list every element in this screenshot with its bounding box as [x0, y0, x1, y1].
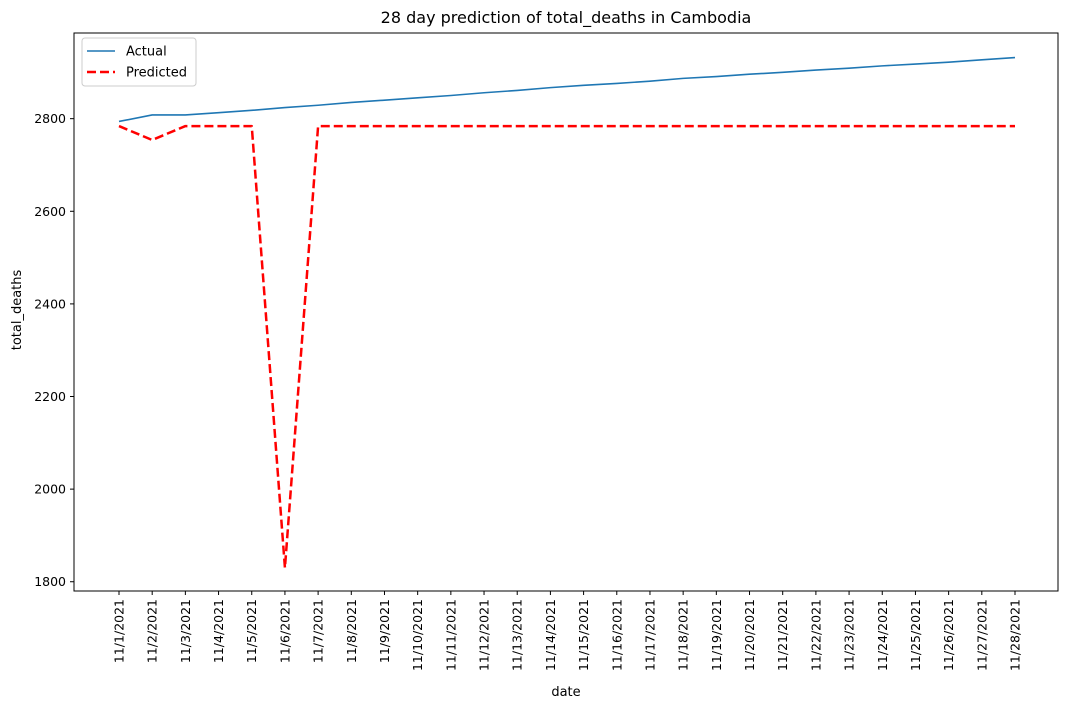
- y-tick-label: 2000: [34, 482, 66, 497]
- x-tick-label: 11/6/2021: [277, 599, 292, 663]
- x-tick-label: 11/14/2021: [543, 599, 558, 671]
- y-tick-label: 2200: [34, 389, 66, 404]
- x-tick-label: 11/10/2021: [410, 599, 425, 671]
- y-axis-label: total_deaths: [10, 270, 25, 351]
- legend-box: [81, 37, 197, 87]
- x-tick-label: 11/11/2021: [443, 599, 458, 671]
- x-tick-label: 11/9/2021: [377, 599, 392, 663]
- x-tick-label: 11/28/2021: [1008, 599, 1023, 671]
- x-tick-label: 11/7/2021: [311, 599, 326, 663]
- x-tick-label: 11/13/2021: [510, 599, 525, 671]
- x-axis-label: date: [551, 685, 580, 700]
- x-tick-label: 11/27/2021: [974, 599, 989, 671]
- x-tick-label: 11/16/2021: [609, 599, 624, 671]
- x-tick-label: 11/5/2021: [244, 599, 259, 663]
- plot-frame: [73, 32, 1059, 592]
- x-tick-label: 11/1/2021: [112, 599, 127, 663]
- x-tick-label: 11/3/2021: [178, 599, 193, 663]
- y-axis: 1800 2000 2200 2400 2600 2800: [34, 111, 74, 589]
- x-tick-label: 11/4/2021: [211, 599, 226, 663]
- x-tick-label: 11/20/2021: [742, 599, 757, 671]
- y-tick-label: 2400: [34, 296, 66, 311]
- x-axis: 11/1/2021 11/2/2021 11/3/2021 11/4/2021 11/5…: [112, 591, 1023, 671]
- y-tick-label: 2800: [34, 111, 66, 126]
- x-tick-label: 11/12/2021: [477, 599, 492, 671]
- y-tick-label: 1800: [34, 574, 66, 589]
- x-tick-label: 11/21/2021: [775, 599, 790, 671]
- x-tick-label: 11/17/2021: [642, 599, 657, 671]
- plot-area: [118, 56, 1016, 570]
- x-tick-label: 11/19/2021: [709, 599, 724, 671]
- x-tick-label: 11/24/2021: [875, 599, 890, 671]
- legend: Actual Predicted: [81, 37, 197, 87]
- x-tick-label: 11/8/2021: [344, 599, 359, 663]
- x-tick-label: 11/26/2021: [941, 599, 956, 671]
- chart-title: 28 day prediction of total_deaths in Cam…: [381, 8, 752, 28]
- x-tick-label: 11/22/2021: [808, 599, 823, 671]
- series-line-predicted: [118, 124, 1015, 570]
- x-tick-label: 11/23/2021: [842, 599, 857, 671]
- legend-label-actual: Actual: [126, 45, 167, 60]
- x-tick-label: 11/18/2021: [676, 599, 691, 671]
- y-tick-label: 2600: [34, 204, 66, 219]
- series-line-actual: [118, 56, 1016, 123]
- x-tick-label: 11/15/2021: [576, 599, 591, 671]
- x-tick-label: 11/25/2021: [908, 599, 923, 671]
- legend-label-predicted: Predicted: [126, 66, 187, 81]
- x-tick-label: 11/2/2021: [145, 599, 160, 663]
